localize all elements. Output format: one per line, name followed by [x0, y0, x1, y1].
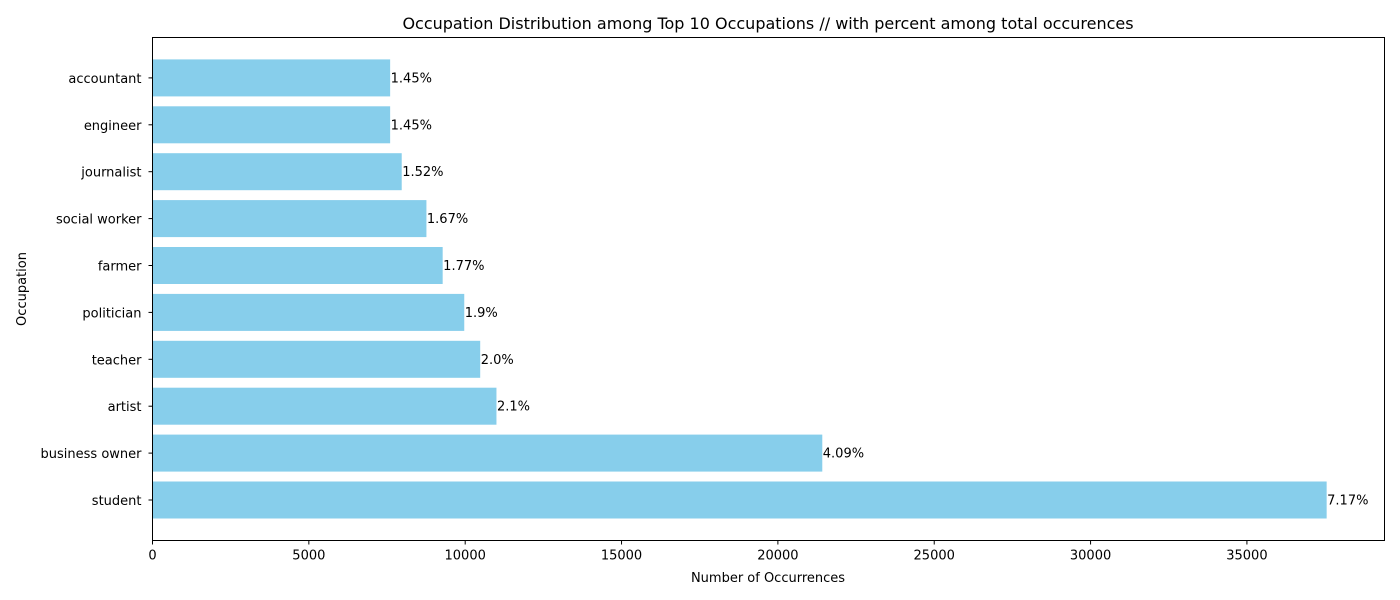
- chart-title: Occupation Distribution among Top 10 Occ…: [402, 14, 1133, 33]
- bar-teacher: [152, 340, 481, 378]
- y-tick-label-business-owner: business owner: [41, 447, 143, 462]
- bar-data-label-accountant: 1.45%: [391, 71, 432, 86]
- bar-data-label-teacher: 2.0%: [481, 353, 514, 368]
- bar-data-label-politician: 1.9%: [465, 306, 498, 321]
- bar-student: [152, 481, 1327, 519]
- y-tick-label-accountant: accountant: [68, 72, 141, 87]
- y-tick-label-politician: politician: [82, 306, 141, 321]
- bar-data-label-social-worker: 1.67%: [427, 212, 468, 227]
- bar-business-owner: [152, 434, 823, 472]
- bar-data-label-farmer: 1.77%: [443, 259, 484, 274]
- bar-labels-layer: 7.17% 4.09% 2.1% 2.0% 1.9% 1.77% 1.67% 1.52% 1.4…: [391, 71, 1369, 508]
- x-tick-label: 5000: [292, 549, 325, 564]
- x-tick-label: 20000: [757, 549, 798, 564]
- bars-layer: [152, 59, 1327, 519]
- y-tick-label-student: student: [92, 494, 142, 509]
- y-tick-label-engineer: engineer: [84, 119, 142, 134]
- x-tick-label: 15000: [601, 549, 642, 564]
- bar-journalist: [152, 153, 402, 191]
- x-tick-label: 0: [148, 549, 156, 564]
- bar-data-label-student: 7.17%: [1327, 494, 1368, 509]
- bar-data-label-business-owner: 4.09%: [823, 447, 864, 462]
- bar-artist: [152, 387, 497, 425]
- bar-data-label-engineer: 1.45%: [391, 118, 432, 133]
- x-tick-label: 25000: [914, 549, 955, 564]
- y-tick-label-journalist: journalist: [80, 166, 141, 181]
- x-axis-label: Number of Occurrences: [691, 571, 845, 586]
- plot-frame: [152, 37, 1385, 541]
- y-ticks-layer: student business owner artist teacher politi…: [41, 72, 153, 509]
- y-axis-label: Occupation: [15, 252, 30, 326]
- x-tick-label: 10000: [445, 549, 486, 564]
- x-tick-label: 35000: [1226, 549, 1267, 564]
- y-tick-label-farmer: farmer: [98, 260, 142, 275]
- y-tick-label-artist: artist: [108, 400, 142, 415]
- bar-politician: [152, 293, 465, 331]
- bar-farmer: [152, 247, 443, 284]
- bar-social-worker: [152, 200, 427, 238]
- y-tick-label-teacher: teacher: [92, 353, 142, 368]
- bar-data-label-artist: 2.1%: [497, 400, 530, 415]
- x-tick-label: 30000: [1070, 549, 1111, 564]
- y-tick-label-social-worker: social worker: [56, 213, 142, 228]
- bar-accountant: [152, 59, 391, 97]
- x-ticks-layer: 0 5000 10000 15000 20000 25000 30000 35000: [148, 540, 1268, 564]
- bar-engineer: [152, 106, 391, 144]
- bar-data-label-journalist: 1.52%: [402, 165, 443, 180]
